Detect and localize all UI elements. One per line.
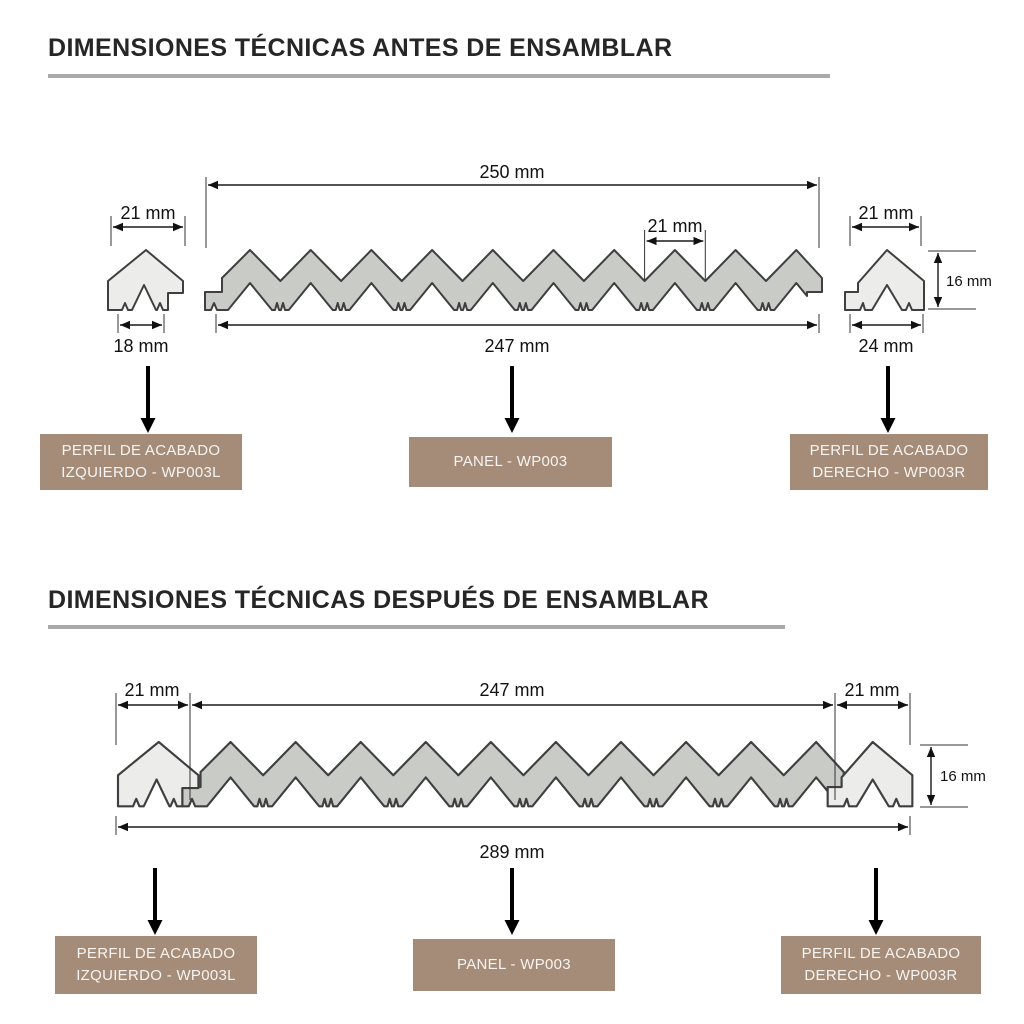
dim-right-profile-top: 21 mm bbox=[849, 203, 922, 246]
dim-panel-top-label: 250 mm bbox=[479, 162, 544, 182]
dim-right-profile-top-label: 21 mm bbox=[858, 203, 913, 223]
dim-left-profile-bottom: 18 mm bbox=[113, 314, 169, 356]
label-line1: PERFIL DE ACABADO bbox=[76, 944, 236, 962]
label-line1: PERFIL DE ACABADO bbox=[61, 441, 221, 459]
label-panel-before: PANEL - WP003 bbox=[409, 437, 612, 487]
leader-arrow-center bbox=[504, 366, 520, 433]
dim-after-total: 289 mm bbox=[115, 816, 911, 862]
section-after-underline bbox=[48, 625, 785, 629]
label-right-profile-after: PERFIL DE ACABADO DERECHO - WP003R bbox=[781, 936, 981, 994]
leader-arrow-left bbox=[140, 366, 156, 433]
label-panel-after: PANEL - WP003 bbox=[413, 939, 615, 991]
leader-arrow-right bbox=[880, 366, 896, 433]
panel-shape bbox=[204, 249, 823, 311]
label-line2: DERECHO - WP003R bbox=[812, 464, 966, 481]
dim-right-profile-bottom: 24 mm bbox=[849, 314, 924, 356]
label-left-profile-before: PERFIL DE ACABADO IZQUIERDO - WP003L bbox=[40, 434, 242, 490]
label-line1: PANEL - WP003 bbox=[453, 452, 568, 470]
dim-after-total-label: 289 mm bbox=[479, 842, 544, 862]
dim-profile-height: 16 mm bbox=[928, 250, 992, 310]
dim-slat-pitch: 21 mm bbox=[644, 216, 706, 280]
section-before-underline bbox=[48, 74, 830, 78]
label-right-profile-before: PERFIL DE ACABADO DERECHO - WP003R bbox=[790, 434, 988, 490]
left-finishing-profile-assembled bbox=[116, 740, 200, 808]
dim-after-right: 21 mm bbox=[834, 680, 911, 800]
diagram-before: 250 mm 21 mm 21 mm 21 mm 16 bbox=[107, 162, 992, 433]
dim-after-left: 21 mm bbox=[115, 680, 191, 800]
diagram-after: 21 mm 247 mm 21 mm 16 mm 289 mm bbox=[115, 680, 986, 935]
right-finishing-profile-assembled bbox=[826, 740, 914, 808]
panel-shape-assembled bbox=[181, 740, 845, 808]
dim-left-profile-top: 21 mm bbox=[110, 203, 186, 246]
dim-slat-pitch-label: 21 mm bbox=[647, 216, 702, 236]
label-line1: PANEL - WP003 bbox=[457, 955, 571, 973]
dim-profile-height-label: 16 mm bbox=[946, 273, 992, 290]
section-before-title: DIMENSIONES TÉCNICAS ANTES DE ENSAMBLAR bbox=[48, 34, 673, 62]
label-line2: IZQUIERDO - WP003L bbox=[61, 464, 221, 481]
leader-arrow-center-after bbox=[504, 868, 520, 935]
dim-panel-bottom-label: 247 mm bbox=[484, 336, 549, 356]
label-line1: PERFIL DE ACABADO bbox=[809, 441, 969, 459]
dim-left-profile-top-label: 21 mm bbox=[120, 203, 175, 223]
dim-after-left-label: 21 mm bbox=[124, 680, 179, 700]
left-finishing-profile-shape bbox=[107, 249, 184, 311]
dim-after-height-label: 16 mm bbox=[940, 768, 986, 785]
label-left-profile-after: PERFIL DE ACABADO IZQUIERDO - WP003L bbox=[55, 936, 257, 994]
dim-after-right-label: 21 mm bbox=[844, 680, 899, 700]
dim-left-profile-bottom-label: 18 mm bbox=[113, 336, 168, 356]
dim-panel-bottom: 247 mm bbox=[215, 314, 820, 356]
label-line2: DERECHO - WP003R bbox=[804, 967, 958, 984]
dim-right-profile-bottom-label: 24 mm bbox=[858, 336, 913, 356]
dim-panel-top: 250 mm bbox=[205, 162, 820, 248]
dim-after-center: 247 mm bbox=[192, 680, 833, 710]
leader-arrow-right-after bbox=[868, 868, 884, 935]
dim-after-height: 16 mm bbox=[920, 744, 986, 808]
leader-arrow-left-after bbox=[147, 868, 163, 935]
dim-after-center-label: 247 mm bbox=[479, 680, 544, 700]
assembled-panel-group bbox=[116, 740, 914, 808]
right-finishing-profile-shape bbox=[844, 249, 925, 311]
section-after-title: DIMENSIONES TÉCNICAS DESPUÉS DE ENSAMBLA… bbox=[48, 586, 709, 614]
label-line1: PERFIL DE ACABADO bbox=[801, 944, 961, 962]
label-line2: IZQUIERDO - WP003L bbox=[76, 967, 236, 984]
